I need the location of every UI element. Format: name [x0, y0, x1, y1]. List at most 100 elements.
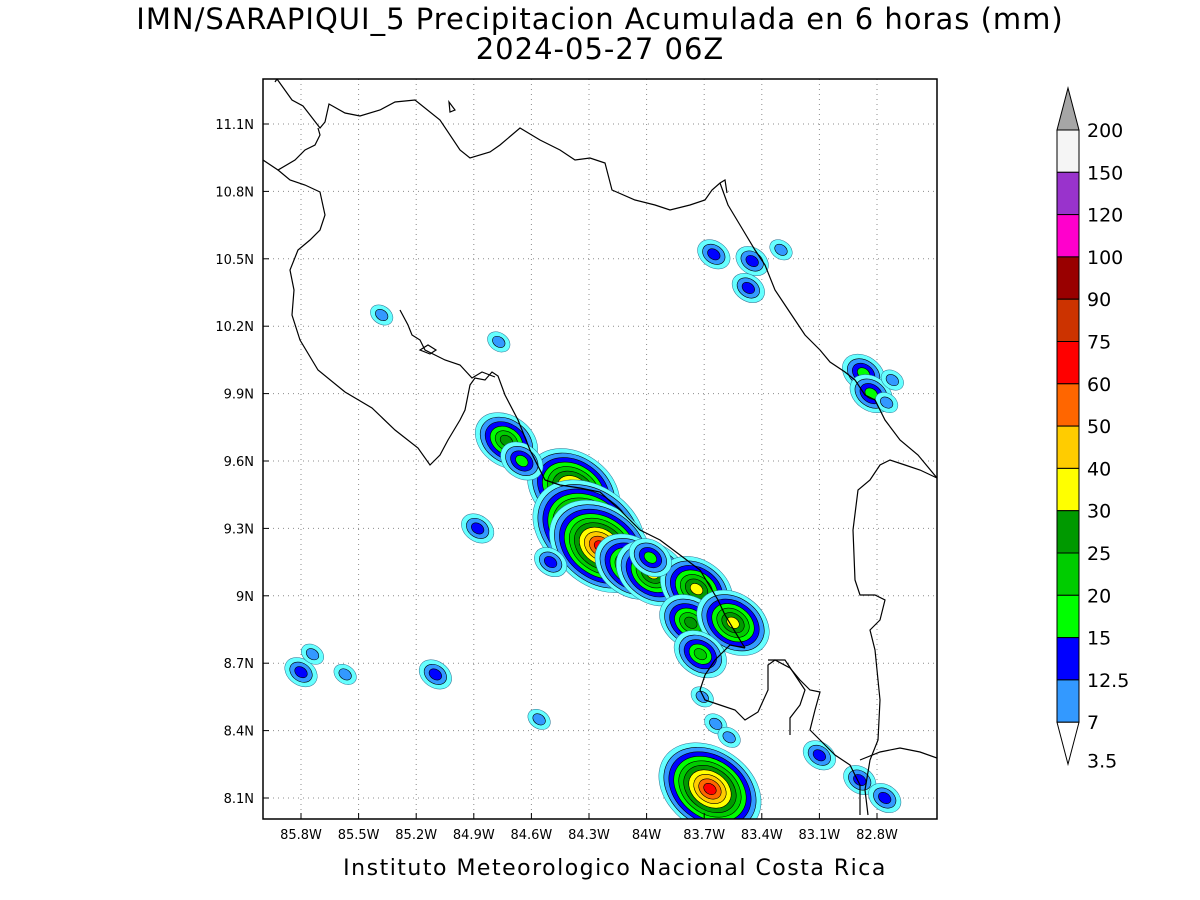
colorbar-swatch: [1056, 341, 1080, 385]
map-title: IMN/SARAPIQUI_5 Precipitacion Acumulada …: [136, 2, 1064, 36]
coastline-guanacaste: [277, 169, 546, 481]
colorbar-label: 100: [1087, 247, 1123, 269]
rain-contour-level-2: [294, 666, 308, 679]
rain-cell: [284, 657, 318, 688]
colorbar-label: 60: [1087, 374, 1111, 396]
lat-tick-label: 8.1N: [224, 792, 254, 807]
rain-cell: [875, 392, 899, 414]
rain-contour-level-4: [693, 648, 707, 661]
colorbar-label: 7: [1087, 712, 1099, 734]
lon-tick-label: 85.2W: [395, 828, 437, 843]
rain-contour-level-1: [709, 717, 723, 730]
rain-contour-level-1: [722, 731, 736, 744]
rain-cell: [731, 273, 765, 303]
colorbar-label: 12.5: [1087, 670, 1129, 692]
rain-cell: [301, 643, 325, 665]
lat-tick-label: 10.5N: [215, 253, 254, 268]
colorbar-swatch: [1056, 637, 1080, 681]
colorbar-label: 3.5: [1087, 751, 1117, 773]
rain-cell: [487, 331, 511, 353]
rain-contour-level-9: [703, 783, 717, 795]
colorbar-swatch: [1056, 256, 1080, 300]
rain-cell: [418, 659, 452, 690]
colorbar-label: 30: [1087, 501, 1111, 523]
rain-contour-level-2: [812, 749, 826, 762]
colorbar-label: 15: [1087, 628, 1111, 650]
precipitation-contours: [284, 239, 904, 819]
colorbar-swatch: [1056, 467, 1080, 512]
rain-cell: [461, 513, 495, 544]
rain-contour-level-1: [305, 648, 320, 661]
border-panama: [852, 459, 937, 816]
colorbar-swatch: [1056, 425, 1080, 469]
lon-tick-label: 85.8W: [280, 828, 322, 843]
lon-tick-label: 84.9W: [453, 828, 495, 843]
colorbar-min-arrow: [1056, 721, 1080, 767]
lon-tick-label: 83.1W: [798, 828, 840, 843]
island-chira: [418, 344, 438, 355]
colorbar-max-arrow: [1056, 86, 1080, 131]
map-gridlines: [263, 79, 937, 819]
rain-contour-level-2: [707, 248, 721, 261]
rain-contour-level-2: [745, 255, 759, 267]
rain-contour-level-6: [689, 583, 704, 596]
lat-tick-label: 11.1N: [215, 118, 254, 133]
rain-cell: [500, 441, 544, 481]
rain-contour-level-3: [515, 455, 529, 467]
rain-contour-level-2: [544, 556, 558, 569]
rain-cell: [534, 547, 568, 578]
rain-cell: [697, 239, 731, 270]
rain-cell: [527, 708, 551, 730]
rain-cell: [628, 538, 672, 578]
map-frame: [262, 78, 938, 820]
rain-contour-level-1: [338, 668, 352, 681]
coastline-caribbean: [719, 182, 937, 479]
rain-cell: [673, 630, 727, 679]
colorbar-swatch: [1056, 129, 1080, 173]
coastline-northwest-costarica: [263, 127, 321, 171]
coastline-nicaragua-lake: [276, 79, 728, 211]
lat-tick-label: 8.4N: [224, 725, 254, 740]
rain-cell: [659, 594, 723, 652]
rain-contour-level-1: [375, 309, 389, 321]
rain-contour-level-2: [741, 282, 755, 294]
colorbar-swatch: [1056, 383, 1080, 427]
lon-tick-label: 84.3W: [568, 828, 610, 843]
lat-tick-label: 9.6N: [224, 455, 254, 470]
colorbar-label: 50: [1087, 416, 1111, 438]
colorbar-label: 40: [1087, 458, 1111, 480]
lon-tick-label: 83.7W: [683, 828, 725, 843]
lat-tick-label: 8.7N: [224, 657, 254, 672]
rain-contour-level-2: [428, 668, 442, 681]
map-subtitle-datetime: 2024-05-27 06Z: [475, 32, 725, 66]
rain-contour-level-5: [684, 616, 698, 629]
rain-cell: [735, 246, 769, 276]
rain-cell: [370, 304, 394, 326]
colorbar-swatch: [1056, 679, 1080, 723]
colorbar-label: 20: [1087, 585, 1111, 607]
lat-tick-label: 9.3N: [224, 522, 254, 537]
rain-contour-level-1: [492, 335, 506, 348]
colorbar: 200 150 120 100 90 75 60 50 40 30 25 20 15 12.5 7 3.5: [1056, 86, 1129, 773]
colorbar-swatch: [1056, 171, 1080, 216]
map-axes: 85.8W 85.5W 85.2W 84.9W 84.6W 84.3W 84W 83.7W 83…: [215, 118, 898, 843]
rain-cell: [802, 740, 836, 771]
coastline-pacific-central: [544, 479, 746, 649]
rain-cell: [717, 726, 741, 748]
lon-tick-label: 84.6W: [510, 828, 552, 843]
lon-tick-label: 85.5W: [338, 828, 380, 843]
colorbar-label: 150: [1087, 162, 1123, 184]
rain-cell: [658, 742, 762, 819]
lat-tick-label: 10.2N: [215, 320, 254, 335]
coastline-osa-peninsula: [699, 644, 861, 815]
lat-tick-label: 9.9N: [224, 388, 254, 403]
colorbar-label: 75: [1087, 332, 1111, 354]
rain-contour-level-1: [880, 396, 894, 409]
colorbar-swatch: [1056, 552, 1080, 596]
coastline-boundaries: [263, 79, 937, 816]
rain-contour-level-2: [878, 792, 892, 804]
lon-tick-label: 83.4W: [741, 828, 783, 843]
colorbar-label: 120: [1087, 205, 1123, 227]
lat-tick-label: 9N: [236, 590, 254, 605]
